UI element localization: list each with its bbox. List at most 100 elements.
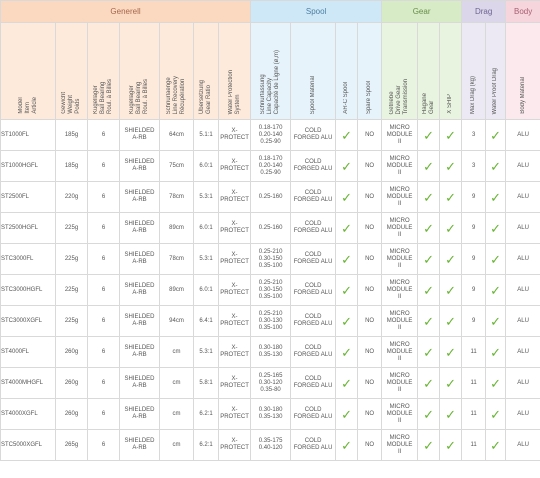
check-icon: ✓ xyxy=(341,437,353,453)
cell-xship: ✓ xyxy=(439,119,463,151)
cell-protection: X- PROTECT xyxy=(217,336,252,368)
cell-text: 0.25-210 0.30-130 0.35-100 xyxy=(258,310,283,331)
column-header-label: Gewicht Weight Poids xyxy=(61,92,81,114)
cell-recovery: 89cm xyxy=(159,274,194,306)
cell-bearing-type: SHIELDED A-RB xyxy=(119,212,160,244)
check-icon: ✓ xyxy=(445,251,457,267)
cell-bearings: 6 xyxy=(87,398,120,430)
cell-text: cm xyxy=(172,348,181,355)
cell-text: 5.1:1 xyxy=(199,131,213,138)
cell-bearing-type: SHIELDED A-RB xyxy=(119,429,160,461)
cell-text: 185g xyxy=(64,131,79,138)
column-header: Übersetzung Gear Ratio xyxy=(193,22,219,120)
check-icon: ✓ xyxy=(445,127,457,143)
column-header: Body Material xyxy=(505,22,540,120)
cell-text: 0.25-210 0.30-150 0.35-100 xyxy=(258,279,283,300)
cell-wp-drag: ✓ xyxy=(485,243,507,275)
cell-capacity: 0.35-175 0.40-120 xyxy=(250,429,292,461)
cell-text: 260g xyxy=(64,379,79,386)
cell-text: 6 xyxy=(101,410,106,417)
cell-text: 11 xyxy=(470,379,477,386)
column-header: Schnurlaenge Line Recovery Récupération xyxy=(159,22,194,120)
check-icon: ✓ xyxy=(341,251,353,267)
cell-text: 6.0:1 xyxy=(199,224,213,231)
cell-arc: ✓ xyxy=(335,119,359,151)
cell-text: SHIELDED A-RB xyxy=(124,190,155,203)
cell-arc: ✓ xyxy=(335,367,359,399)
cell-hagane: ✓ xyxy=(417,305,441,337)
cell-text: 6 xyxy=(101,441,106,448)
cell-text: COLD FORGED ALU xyxy=(293,283,333,296)
column-header-label: Spare Spool xyxy=(366,80,373,114)
cell-bearing-type: SHIELDED A-RB xyxy=(119,119,160,151)
cell-body: ALU xyxy=(505,336,540,368)
cell-capacity: 0.25-165 0.30-120 0.35-80 xyxy=(250,367,292,399)
cell-xship: ✓ xyxy=(439,181,463,213)
cell-body: ALU xyxy=(505,398,540,430)
cell-spare: NO xyxy=(357,212,383,244)
check-icon: ✓ xyxy=(423,437,435,453)
cell-text: 11 xyxy=(470,348,477,355)
cell-text: MICRO MODULE II xyxy=(386,434,413,455)
cell-text: NO xyxy=(365,255,375,262)
cell-text: COLD FORGED ALU xyxy=(293,345,333,358)
cell-drag: 11 xyxy=(461,429,487,461)
cell-text: X- PROTECT xyxy=(220,159,249,172)
cell-text: MICRO MODULE II xyxy=(386,341,413,362)
cell-drag: 11 xyxy=(461,398,487,430)
cell-xship: ✓ xyxy=(439,429,463,461)
column-header-label: Schnurlaenge Line Recovery Récupération xyxy=(166,75,186,114)
cell-text: SHIELDED A-RB xyxy=(124,314,155,327)
cell-arc: ✓ xyxy=(335,398,359,430)
cell-text: X- PROTECT xyxy=(220,345,249,358)
cell-model: ST4000XGFL xyxy=(0,398,56,430)
cell-bearings: 6 xyxy=(87,429,120,461)
cell-xship: ✓ xyxy=(439,274,463,306)
cell-bearings: 6 xyxy=(87,150,120,182)
cell-weight: 225g xyxy=(55,305,88,337)
column-header-label: Hagane Gear xyxy=(421,92,435,114)
check-icon: ✓ xyxy=(445,220,457,236)
cell-drive-gear: MICRO MODULE II xyxy=(381,243,419,275)
cell-model: ST4000MHGFL xyxy=(0,367,56,399)
check-icon: ✓ xyxy=(341,158,353,174)
cell-text: MICRO MODULE II xyxy=(386,279,413,300)
cell-arc: ✓ xyxy=(335,243,359,275)
cell-protection: X- PROTECT xyxy=(217,305,252,337)
cell-text: NO xyxy=(365,348,375,355)
cell-text: X- PROTECT xyxy=(220,190,249,203)
cell-text: ALU xyxy=(517,286,529,293)
cell-text: 225g xyxy=(64,317,79,324)
check-icon: ✓ xyxy=(423,127,435,143)
cell-xship: ✓ xyxy=(439,243,463,275)
cell-capacity: 0.25-160 xyxy=(250,181,292,213)
cell-text: ALU xyxy=(517,348,529,355)
cell-drag: 9 xyxy=(461,181,487,213)
cell-text: X- PROTECT xyxy=(220,376,249,389)
cell-weight: 185g xyxy=(55,150,88,182)
cell-text: MICRO MODULE II xyxy=(386,155,413,176)
cell-text: 0.25-160 xyxy=(258,193,283,200)
cell-wp-drag: ✓ xyxy=(485,429,507,461)
cell-spool-material: COLD FORGED ALU xyxy=(290,274,337,306)
group-header-row: Generell Spool Gear Drag Body xyxy=(0,0,540,23)
cell-text: COLD FORGED ALU xyxy=(293,438,333,451)
cell-spare: NO xyxy=(357,305,383,337)
check-icon: ✓ xyxy=(423,313,435,329)
cell-body: ALU xyxy=(505,274,540,306)
cell-model: ST2500HGFL xyxy=(0,212,56,244)
cell-text: 6 xyxy=(101,379,106,386)
cell-wp-drag: ✓ xyxy=(485,274,507,306)
cell-spool-material: COLD FORGED ALU xyxy=(290,119,337,151)
cell-drive-gear: MICRO MODULE II xyxy=(381,212,419,244)
cell-text: STC3000XGFL xyxy=(1,317,43,324)
cell-text: 78cm xyxy=(169,255,184,262)
cell-protection: X- PROTECT xyxy=(217,367,252,399)
cell-drive-gear: MICRO MODULE II xyxy=(381,150,419,182)
column-header-label: Kugellager Ball Bearing Roul. à Billes xyxy=(93,78,113,114)
column-header: Kugellager Ball Bearing Roul. à Billes xyxy=(87,22,120,120)
cell-drive-gear: MICRO MODULE II xyxy=(381,181,419,213)
cell-text: X- PROTECT xyxy=(220,252,249,265)
cell-bearing-type: SHIELDED A-RB xyxy=(119,181,160,213)
check-icon: ✓ xyxy=(341,375,353,391)
